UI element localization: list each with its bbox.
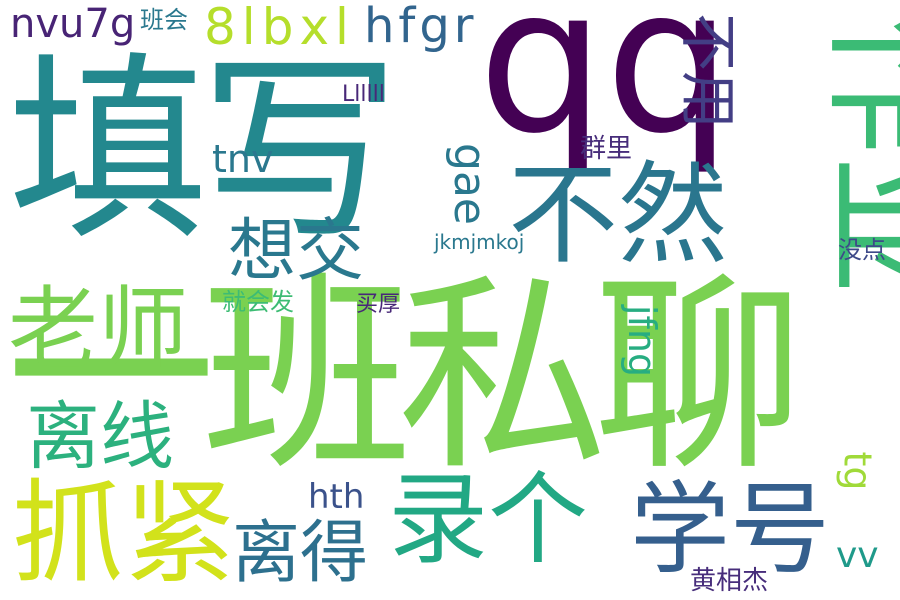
word-hfgr: hfgr <box>364 0 478 54</box>
word-lide: 离得 <box>232 514 369 593</box>
word-gae: gae <box>443 143 495 225</box>
word-qq: qq <box>478 0 732 178</box>
word-lllll: Llllll <box>342 82 385 107</box>
word-luge: 录个 <box>388 461 588 578</box>
word-jiuhuifa: 就会发 <box>222 288 294 316</box>
word-maihou: 买厚 <box>356 292 401 317</box>
word-buyong: 不用 <box>674 12 743 130</box>
word-hth: hth <box>308 477 365 517</box>
word-lixian: 离线 <box>26 394 174 480</box>
word-yibansiliao: 一班私聊 <box>6 254 804 499</box>
word-nvu7g: nvu7g <box>10 1 136 47</box>
word-zhuajin: 抓紧 <box>12 469 236 599</box>
word-laoshi: 老师 <box>8 277 188 382</box>
word-jfng: jfng <box>620 304 665 378</box>
word-buran: 不然 <box>508 151 728 279</box>
word-meidian: 没点 <box>838 236 886 264</box>
word-qunli: 群里 <box>580 134 633 164</box>
word-xiangjiao: 想交 <box>228 212 365 291</box>
word-banhui: 班会 <box>140 6 188 34</box>
word-tnv: tnv <box>212 137 274 181</box>
word-xuehao: 学号 <box>630 471 830 588</box>
word-tianxie: 填写 <box>8 35 400 268</box>
word-huangxiangjie: 黄相杰 <box>690 566 769 596</box>
word-8lbxl: 8lbxl <box>204 0 355 56</box>
word-jkmjmkoj: jkmjmkoj <box>434 230 525 254</box>
word-tg: tg <box>835 451 880 491</box>
word-vv: vv <box>836 535 879 576</box>
